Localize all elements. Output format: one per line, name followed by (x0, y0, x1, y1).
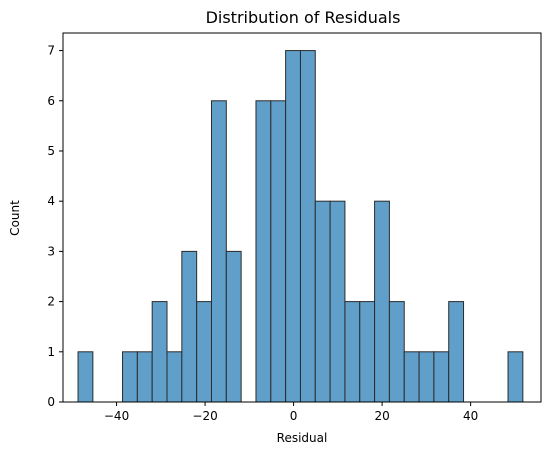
histogram-bar (329, 200, 346, 403)
histogram-bar (403, 351, 420, 403)
chart-title: Distribution of Residuals (206, 8, 401, 27)
x-tick-label: 40 (463, 409, 478, 423)
y-tick-label: 0 (47, 395, 55, 409)
histogram-bar (151, 301, 168, 403)
y-tick-label: 4 (47, 194, 55, 208)
histogram-bar (448, 301, 465, 403)
y-tick-label: 7 (47, 44, 55, 58)
histogram-bar (122, 351, 138, 403)
y-tick-label: 2 (47, 295, 55, 309)
histogram-bar (136, 351, 153, 403)
histogram-bar (299, 50, 316, 403)
x-tick-label: 20 (374, 409, 389, 423)
histogram-bar (77, 351, 94, 403)
y-tick-label: 5 (47, 144, 55, 158)
x-tick-label: −20 (192, 409, 217, 423)
histogram-bar (181, 250, 198, 403)
histogram-bar (418, 351, 435, 403)
histogram-bar (166, 351, 183, 403)
histogram-bar (285, 50, 301, 403)
histogram-bar (388, 301, 405, 403)
histogram-bar (374, 200, 390, 403)
x-axis-label: Residual (277, 431, 328, 445)
x-axis-ticks: −40 −20 0 20 40 (104, 402, 478, 423)
y-axis-label: Count (8, 200, 22, 236)
histogram-bar (314, 200, 331, 403)
histogram-bar (507, 351, 524, 403)
histogram-bar (196, 301, 212, 403)
bars-group (77, 50, 524, 403)
y-tick-label: 1 (47, 345, 55, 359)
histogram-bar (344, 301, 361, 403)
histogram-bar (270, 100, 287, 403)
x-tick-label: 0 (290, 409, 298, 423)
y-axis-ticks: 0 1 2 3 4 5 6 7 (47, 44, 63, 409)
y-tick-label: 6 (47, 94, 55, 108)
histogram-bar (255, 100, 272, 403)
histogram-bar (433, 351, 450, 403)
histogram-bar (359, 301, 376, 403)
histogram-bar (210, 100, 227, 403)
plot-area-frame (62, 32, 542, 403)
histogram-bar (225, 250, 242, 403)
y-tick-label: 3 (47, 244, 55, 258)
x-tick-label: −40 (104, 409, 129, 423)
